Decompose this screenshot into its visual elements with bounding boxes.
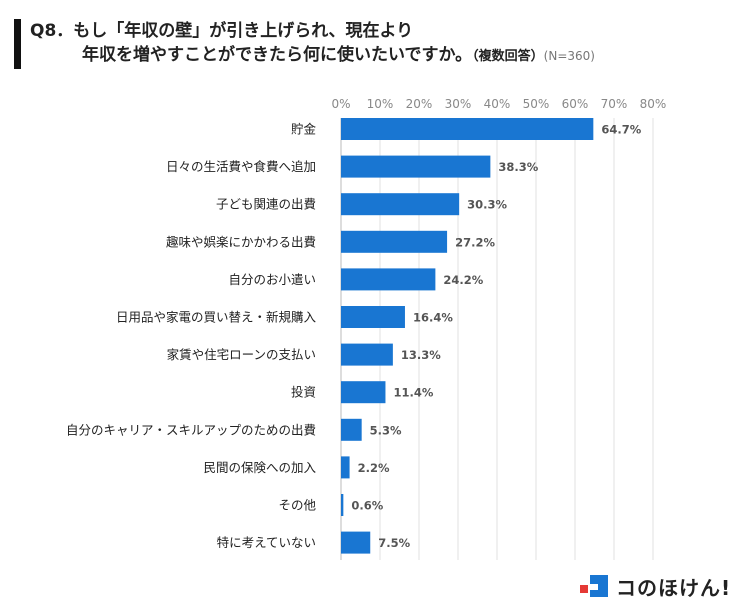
x-tick-label: 20% (406, 97, 433, 111)
bar (341, 193, 460, 216)
x-tick-label: 70% (601, 97, 628, 111)
category-label: 特に考えていない (217, 535, 316, 550)
title-line-2: 年収を増やすことができたら何に使いたいですか。（複数回答）(N=360) (30, 43, 595, 69)
x-tick-label: 30% (445, 97, 472, 111)
x-tick-label: 50% (523, 97, 550, 111)
brand-logo: コのほけん! (578, 572, 731, 600)
data-label: 11.4% (393, 386, 433, 400)
data-label: 24.2% (443, 273, 483, 287)
data-label: 5.3% (370, 423, 402, 437)
bar (341, 494, 344, 516)
bar (341, 155, 491, 178)
chart-title: Q8．もし「年収の壁」が引き上げられ、現在より 年収を増やすことができたら何に使… (14, 19, 595, 69)
title-line-2-text: 年収を増やすことができたら何に使いたいですか。 (82, 45, 473, 65)
bar (341, 456, 350, 479)
category-label: 日々の生活費や食費へ追加 (166, 159, 316, 174)
data-label: 0.6% (351, 499, 383, 513)
x-tick-label: 60% (562, 97, 589, 111)
category-label: 貯金 (291, 122, 317, 137)
title-line-1: Q8．もし「年収の壁」が引き上げられ、現在より (30, 21, 414, 41)
bar (341, 531, 371, 554)
bar (341, 418, 362, 441)
bar (341, 343, 393, 366)
category-label: 趣味や娯楽にかかわる出費 (166, 234, 316, 249)
title-note: （複数回答） (472, 49, 544, 64)
category-label: 家賃や住宅ローンの支払い (167, 347, 316, 362)
data-label: 7.5% (378, 536, 410, 550)
category-label: 自分のお小遣い (228, 272, 316, 287)
bar (341, 268, 436, 291)
category-label: 子ども関連の出費 (216, 197, 316, 212)
sample-size: (N=360) (543, 49, 595, 63)
bar (341, 230, 448, 253)
data-label: 64.7% (601, 123, 641, 137)
category-label: 自分のキャリア・スキルアップのための出費 (66, 422, 316, 437)
x-tick-label: 40% (484, 97, 511, 111)
bar (341, 118, 594, 140)
category-label: 民間の保険への加入 (203, 460, 316, 475)
category-label: 日用品や家電の買い替え・新規購入 (116, 310, 317, 325)
x-tick-label: 10% (367, 97, 394, 111)
category-label: 投資 (291, 385, 316, 400)
logo-icon (580, 575, 608, 597)
bar (341, 306, 405, 328)
logo-text: コのほけん! (616, 575, 732, 600)
data-label: 27.2% (455, 235, 495, 249)
data-label: 2.2% (358, 461, 390, 475)
data-label: 30.3% (467, 198, 507, 212)
x-tick-label: 80% (640, 97, 667, 111)
data-label: 38.3% (498, 160, 538, 174)
bar (341, 381, 386, 404)
x-tick-label: 0% (331, 97, 350, 111)
data-label: 13.3% (401, 348, 441, 362)
data-label: 16.4% (413, 311, 453, 325)
category-label: その他 (278, 498, 316, 513)
